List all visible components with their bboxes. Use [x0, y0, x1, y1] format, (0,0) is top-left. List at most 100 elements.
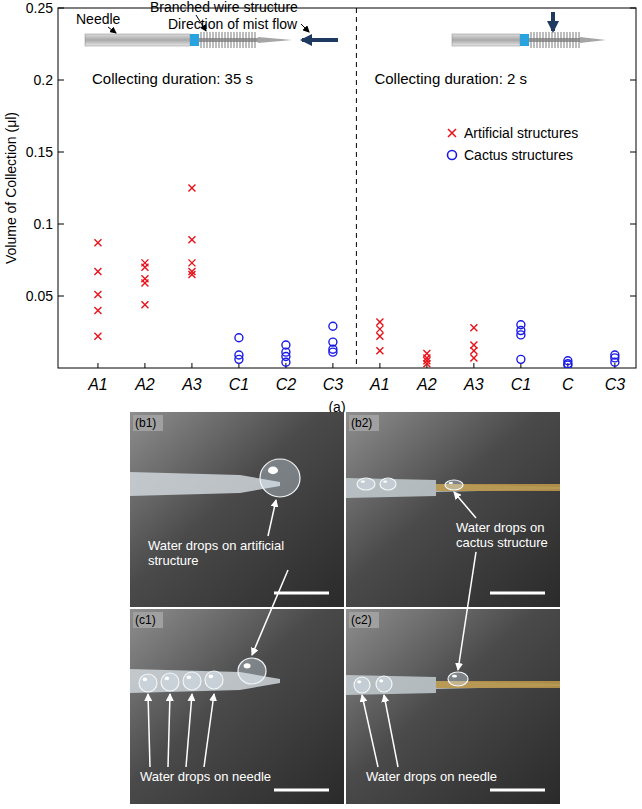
caption-line: Water drops on needle	[366, 769, 497, 784]
point-x	[94, 307, 101, 314]
drop-highlight	[452, 675, 457, 678]
water-drop	[161, 673, 179, 691]
wire-branch	[240, 32, 241, 48]
point-x	[141, 301, 148, 308]
legend-marker	[448, 129, 456, 137]
x-tick-label: A1	[369, 376, 390, 393]
caption: Water drops on needle	[140, 769, 271, 784]
caption-arrow	[186, 694, 192, 767]
y-tick-label: 0.05	[26, 288, 53, 304]
drop-highlight	[187, 676, 192, 680]
photo-panel: (c1)Water drops on needle	[130, 609, 344, 804]
caption: Water drops on artificialstructure	[148, 538, 284, 568]
needle	[130, 472, 280, 496]
point-x	[470, 347, 477, 354]
point-stroke	[94, 307, 101, 314]
caption-arrow	[454, 492, 476, 518]
scale-bar	[274, 789, 329, 792]
water-drop	[354, 677, 370, 693]
point-x	[188, 236, 195, 243]
point-o	[611, 358, 619, 366]
wire-branch	[249, 32, 250, 48]
caption: Water drops on needle	[366, 769, 497, 784]
label-patch	[133, 612, 163, 628]
wire-branch	[246, 32, 247, 48]
label-patch	[133, 415, 163, 431]
point-stroke	[188, 236, 195, 243]
wire-branch	[225, 32, 226, 48]
point-stroke	[423, 360, 430, 367]
x-tick	[191, 363, 192, 368]
wire-branch	[201, 32, 202, 48]
x-tick-label: A3	[463, 376, 484, 393]
wire-branch	[534, 32, 535, 48]
point-o	[282, 358, 290, 366]
drop-highlight	[268, 467, 278, 475]
photo-ground	[130, 609, 344, 804]
y-tick	[58, 80, 64, 81]
y-tick	[58, 224, 64, 225]
wire-branch	[564, 32, 565, 48]
x-tick-label: A3	[181, 376, 202, 393]
x-tick-label: C3	[605, 376, 626, 393]
y-tick-label: 0.25	[26, 0, 53, 16]
point-stroke	[470, 324, 477, 331]
point-x	[423, 360, 430, 367]
caption: Water drops oncactus structure	[456, 520, 548, 550]
point-stroke	[188, 271, 195, 278]
inset: NeedleBranched wire structureDirection o…	[76, 0, 606, 48]
point-stroke	[94, 239, 101, 246]
wire-branch	[243, 32, 244, 48]
point-x	[94, 291, 101, 298]
mist-arrow	[551, 12, 555, 31]
drop-highlight	[209, 675, 214, 679]
point-x	[94, 239, 101, 246]
point-stroke	[188, 185, 195, 192]
point-x	[141, 280, 148, 287]
point-stroke	[470, 347, 477, 354]
wire-branch	[255, 32, 256, 48]
point-stroke	[94, 291, 101, 298]
drop-highlight	[383, 480, 387, 482]
point-stroke	[94, 291, 101, 298]
x-tick	[473, 363, 474, 368]
leader	[301, 24, 309, 32]
point-stroke	[94, 268, 101, 275]
wire-branch	[228, 32, 229, 48]
point-stroke	[94, 333, 101, 340]
wire-branch	[552, 32, 553, 48]
x-tick	[614, 363, 615, 368]
wire-branch	[237, 32, 238, 48]
drop-highlight	[244, 663, 251, 668]
point-stroke	[376, 333, 383, 340]
point-stroke	[470, 347, 477, 354]
point-stroke	[470, 354, 477, 361]
water-drop	[238, 658, 266, 684]
scale-bar	[274, 592, 329, 595]
x-tick-label: C2	[276, 376, 297, 393]
point-x	[470, 354, 477, 361]
wire-branch	[570, 32, 571, 48]
point-x	[188, 259, 195, 266]
x-tick-label: C	[562, 376, 574, 393]
caption-line: structure	[148, 553, 199, 568]
point-stroke	[376, 326, 383, 333]
caption-arrow	[268, 500, 276, 536]
wire-branch	[252, 32, 253, 48]
wire-branch	[573, 32, 574, 48]
y-tick-label: 0.2	[34, 72, 54, 88]
wire-branch	[213, 32, 214, 48]
annotation: Collecting duration: 2 s	[374, 70, 527, 87]
y-axis-title: Volume of Collection (μl)	[3, 112, 19, 264]
point-stroke	[188, 259, 195, 266]
point-stroke	[376, 326, 383, 333]
point-stroke	[188, 236, 195, 243]
photo-panel: (c2) Water drops on needle	[346, 609, 560, 804]
caption-arrow	[384, 695, 398, 767]
panel-label: (c2)	[351, 613, 372, 627]
inset-label: Direction of mist flow	[168, 16, 298, 32]
x-tick	[332, 363, 333, 368]
point-stroke	[376, 347, 383, 354]
drop-highlight	[165, 677, 170, 681]
caption-arrow	[204, 694, 214, 767]
